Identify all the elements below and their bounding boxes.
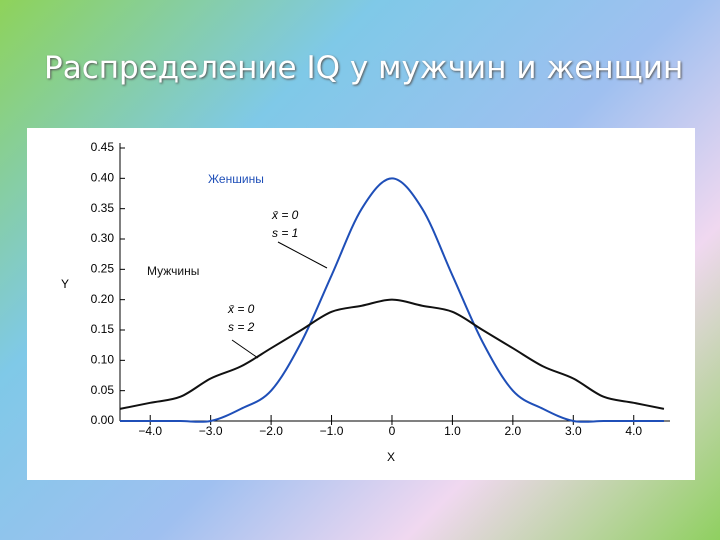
y-tick-label: 0.35 xyxy=(91,201,115,215)
y-axis-label: Y xyxy=(61,277,69,291)
series-label: Женшины xyxy=(208,172,264,186)
y-tick-label: 0.15 xyxy=(91,322,115,336)
y-tick-label: 0.20 xyxy=(91,292,115,306)
x-tick-label: 0 xyxy=(389,424,396,438)
y-tick-label: 0.45 xyxy=(91,140,115,154)
y-tick-label: 0.05 xyxy=(91,383,115,397)
series-line xyxy=(119,177,664,423)
annotation: s = 1 xyxy=(272,226,298,240)
x-tick-label: −2.0 xyxy=(259,424,283,438)
x-tick-label: −1.0 xyxy=(320,424,344,438)
x-tick-label: 2.0 xyxy=(505,424,522,438)
series-line xyxy=(119,298,665,410)
chart-panel xyxy=(27,128,695,480)
annotation: s = 2 xyxy=(228,320,255,334)
slide-title: Распределение IQ у мужчин и женщин xyxy=(44,50,684,86)
y-tick-label: 0.10 xyxy=(91,353,115,367)
series-label: Мужчины xyxy=(147,264,199,278)
leader-line xyxy=(277,241,328,269)
annotation: x̄ = 0 xyxy=(227,302,255,316)
y-tick-label: 0.25 xyxy=(91,262,115,276)
y-tick-label: 0.00 xyxy=(91,413,115,427)
leader-line xyxy=(231,339,259,359)
x-tick-label: −4.0 xyxy=(138,424,162,438)
x-axis-label: X xyxy=(387,450,395,464)
y-tick-label: 0.40 xyxy=(91,171,115,185)
x-tick-label: 3.0 xyxy=(565,424,582,438)
x-tick-label: 1.0 xyxy=(444,424,461,438)
annotation: x̄ = 0 xyxy=(271,208,299,222)
x-tick-label: −3.0 xyxy=(199,424,223,438)
x-tick-label: 4.0 xyxy=(625,424,642,438)
y-tick-label: 0.30 xyxy=(91,231,115,245)
